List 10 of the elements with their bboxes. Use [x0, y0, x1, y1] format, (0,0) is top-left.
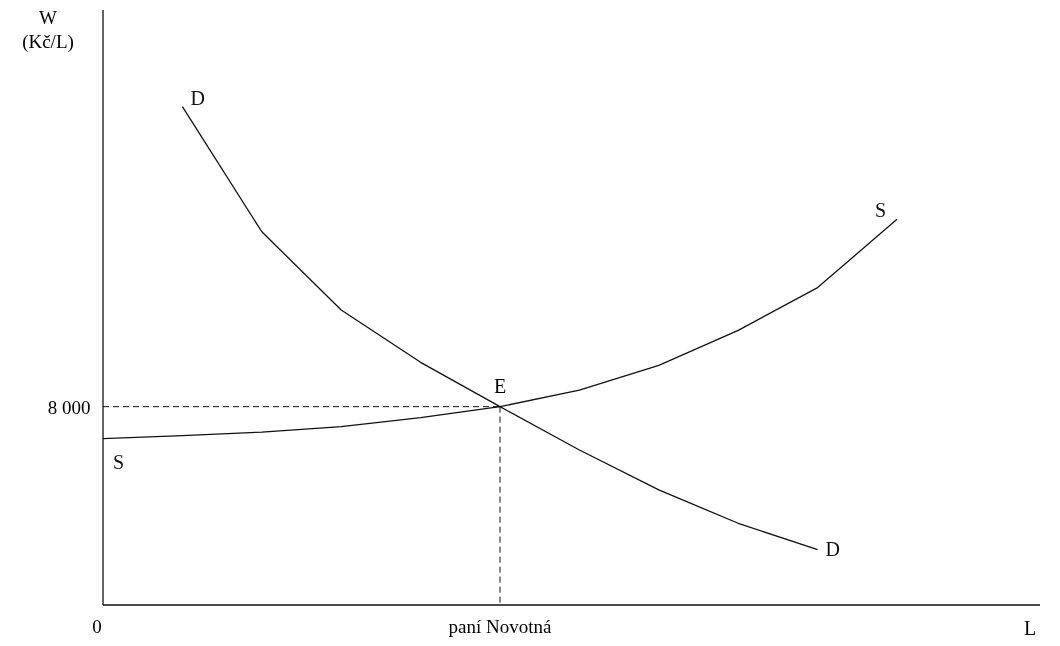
series-label: D	[190, 86, 205, 109]
annotation: E	[493, 374, 507, 397]
series-label: S	[875, 199, 887, 222]
text: D	[825, 537, 841, 560]
x-axis-title: L	[1023, 617, 1037, 639]
text: 0	[92, 616, 102, 637]
text: paní Novotná	[448, 616, 553, 637]
text: S	[113, 450, 125, 473]
y-axis-title: W (Kč/L)	[22, 7, 74, 53]
annotation: 8 000	[47, 396, 91, 418]
